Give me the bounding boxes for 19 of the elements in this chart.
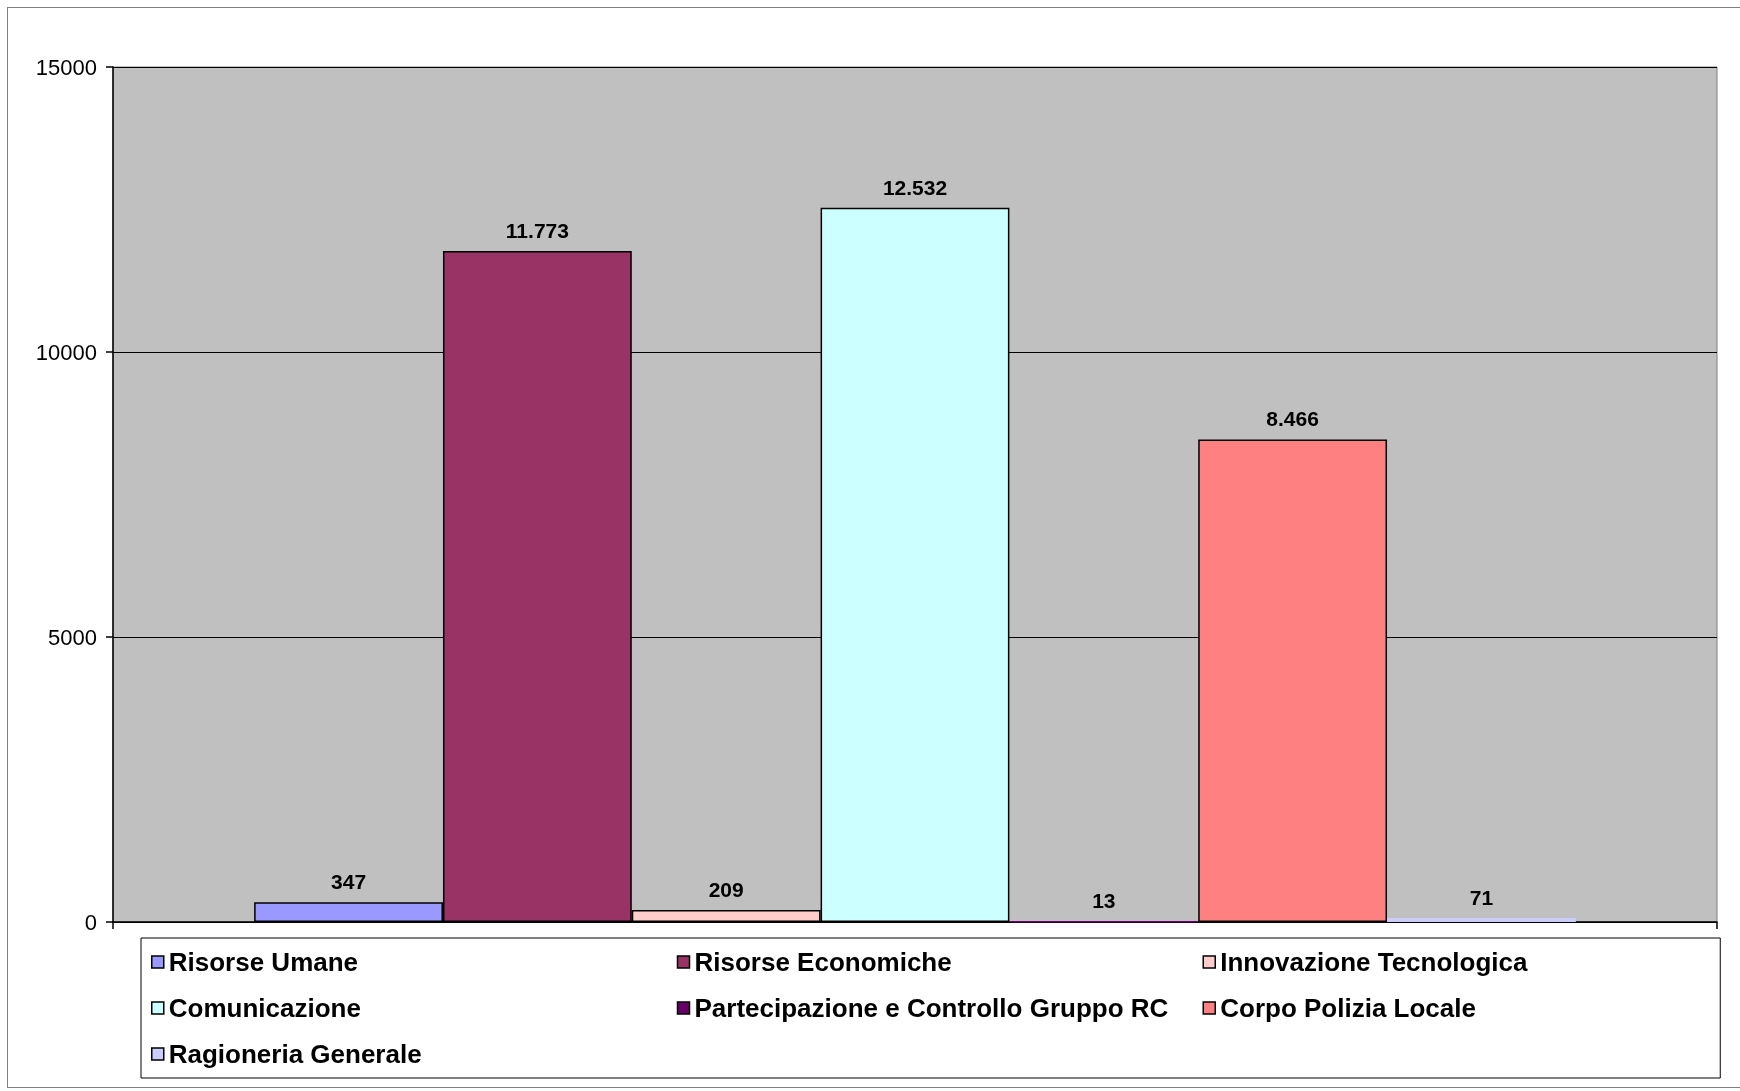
data-label: 12.532 xyxy=(882,175,948,199)
legend-label: Ragioneria Generale xyxy=(168,1039,422,1069)
y-tick-label: 5000 xyxy=(48,624,97,650)
legend-label: Risorse Economiche xyxy=(694,947,952,977)
y-tick-label: 0 xyxy=(84,909,97,935)
data-label: 71 xyxy=(1469,885,1494,909)
data-label: 209 xyxy=(708,878,744,902)
legend-label: Partecipazione e Controllo Gruppo RC xyxy=(694,993,1169,1023)
data-label: 13 xyxy=(1092,888,1116,912)
legend-label: Risorse Umane xyxy=(168,947,359,977)
bar xyxy=(1387,917,1576,922)
legend-label: Comunicazione xyxy=(168,993,361,1023)
data-label: 11.773 xyxy=(505,218,569,242)
y-tick-label: 15000 xyxy=(35,54,97,80)
legend-label: Corpo Polizia Locale xyxy=(1220,993,1476,1023)
y-tick-label: 10000 xyxy=(35,339,97,365)
data-label: 347 xyxy=(331,870,367,894)
legend-label: Innovazione Tecnologica xyxy=(1220,947,1529,977)
data-label: 8.466 xyxy=(1266,407,1319,431)
